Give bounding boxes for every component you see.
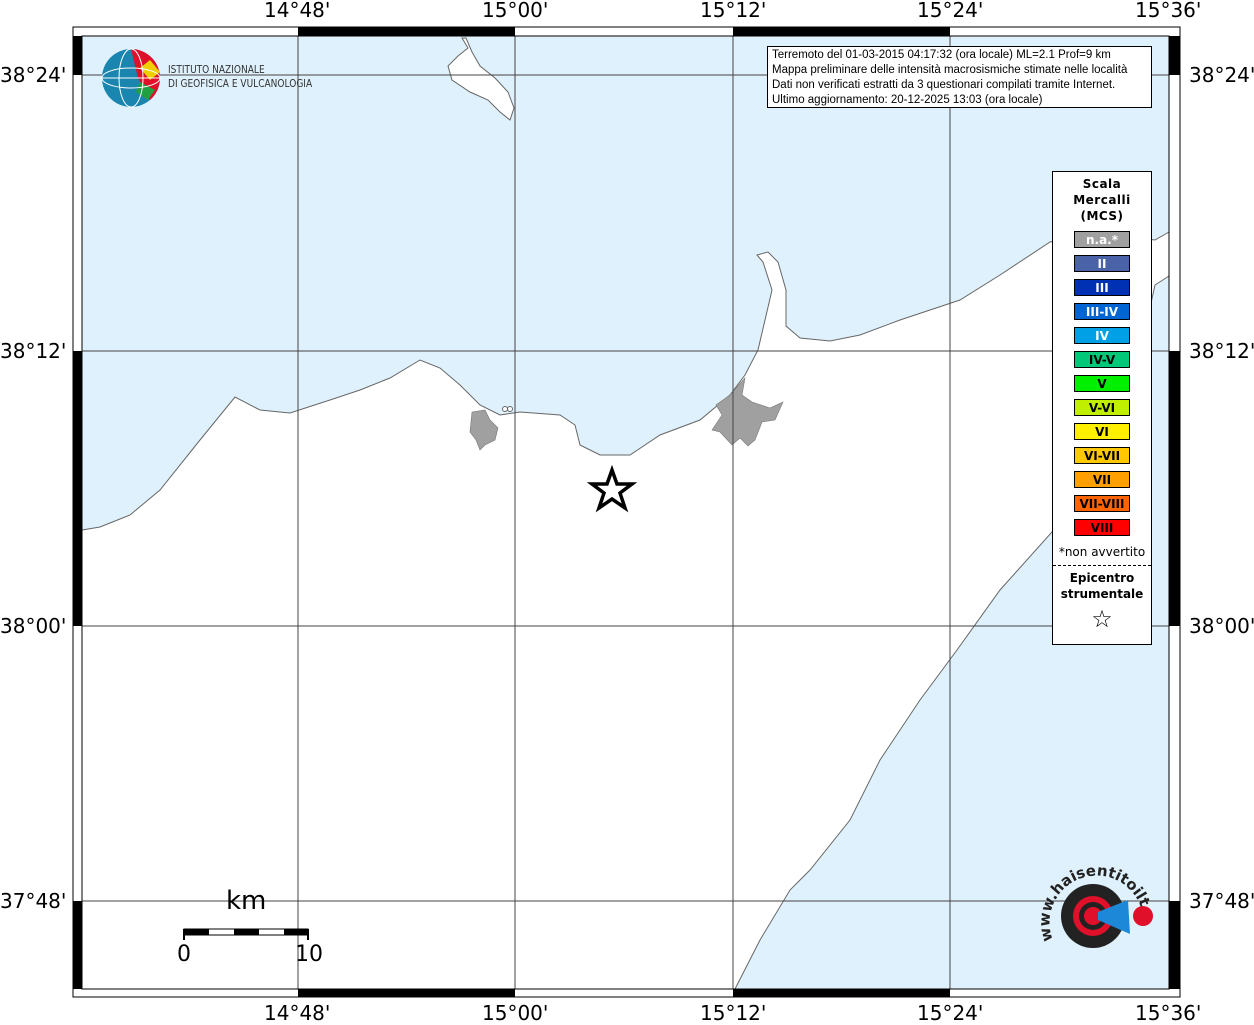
legend-title-line: Mercalli xyxy=(1073,193,1131,207)
lon-label-top: 15°36' xyxy=(1135,0,1202,22)
lat-label-right: 38°24' xyxy=(1189,63,1254,87)
legend-swatch: V xyxy=(1074,375,1130,392)
legend-swatch: II xyxy=(1074,255,1130,272)
scale-start: 0 xyxy=(177,942,191,967)
legend-swatch: n.a.* xyxy=(1074,231,1130,248)
legend-title-line: (MCS) xyxy=(1080,209,1124,223)
info-line: Mappa preliminare delle intensità macros… xyxy=(772,64,1128,76)
legend-swatch: IV-V xyxy=(1074,351,1130,368)
lat-label-left: 38°00' xyxy=(0,614,67,638)
legend-swatch: III xyxy=(1074,279,1130,296)
ingv-line2: DI GEOFISICA E VULCANOLOGIA xyxy=(168,77,313,90)
epicenter-label-line: strumentale xyxy=(1060,587,1144,601)
info-line: Dati non verificati estratti da 3 questi… xyxy=(772,79,1116,91)
scale-bar xyxy=(183,928,309,940)
legend-swatch: V-VI xyxy=(1074,399,1130,416)
epicenter-legend-label: Epicentro strumentale xyxy=(1053,570,1151,602)
islet xyxy=(507,406,513,412)
legend-swatch: III-IV xyxy=(1074,303,1130,320)
lat-label-left: 38°24' xyxy=(0,63,67,87)
info-line: Terremoto del 01-03-2015 04:17:32 (ora l… xyxy=(772,49,1111,61)
island xyxy=(447,37,515,121)
legend-swatch: IV xyxy=(1074,327,1130,344)
ingv-logo-text: ISTITUTO NAZIONALE DI GEOFISICA E VULCAN… xyxy=(168,63,312,91)
event-info-box: Terremoto del 01-03-2015 04:17:32 (ora l… xyxy=(767,46,1152,108)
mcs-legend: Scala Mercalli (MCS) n.a.* II III III-IV IV I… xyxy=(1052,171,1152,645)
urban-area-east xyxy=(711,377,784,447)
sea-north xyxy=(81,35,1170,531)
lon-label-top: 15°24' xyxy=(917,0,984,22)
lon-label-bottom: 15°24' xyxy=(917,1001,984,1025)
lat-label-right: 38°00' xyxy=(1189,614,1254,638)
lon-label-bottom: 14°48' xyxy=(264,1001,331,1025)
legend-swatch: VI-VII xyxy=(1074,447,1130,464)
lon-label-bottom: 15°00' xyxy=(482,1001,549,1025)
urban-area-west xyxy=(469,409,499,451)
legend-swatch: VIII xyxy=(1074,519,1130,536)
lat-label-left: 37°48' xyxy=(0,889,67,913)
legend-divider xyxy=(1053,565,1151,566)
map-frame xyxy=(72,26,1181,998)
lon-label-top: 15°12' xyxy=(700,0,767,22)
legend-swatch: VII xyxy=(1074,471,1130,488)
epicenter-star-legend-icon: ☆ xyxy=(1091,605,1113,633)
legend-swatch: VII-VIII xyxy=(1074,495,1130,512)
lat-label-right: 38°12' xyxy=(1189,339,1254,363)
ingv-line1: ISTITUTO NAZIONALE xyxy=(168,63,265,76)
scale-unit: km xyxy=(226,886,267,916)
legend-title: Scala Mercalli (MCS) xyxy=(1053,176,1151,224)
legend-title-line: Scala xyxy=(1082,177,1122,191)
lat-label-left: 38°12' xyxy=(0,339,67,363)
epicenter-star-icon xyxy=(586,464,638,513)
lon-label-top: 15°00' xyxy=(482,0,549,22)
ingv-logo-icon xyxy=(101,48,161,108)
legend-swatch: VI xyxy=(1074,423,1130,440)
lon-label-bottom: 15°12' xyxy=(700,1001,767,1025)
islet xyxy=(502,406,508,412)
lat-label-right: 37°48' xyxy=(1189,889,1254,913)
scale-end: 10 xyxy=(295,942,323,967)
lon-label-bottom: 15°36' xyxy=(1135,1001,1202,1025)
info-line: Ultimo aggiornamento: 20-12-2025 13:03 (… xyxy=(772,94,1043,106)
legend-note: *non avvertito xyxy=(1058,545,1146,559)
epicenter-label-line: Epicentro xyxy=(1069,571,1135,585)
lon-label-top: 14°48' xyxy=(264,0,331,22)
